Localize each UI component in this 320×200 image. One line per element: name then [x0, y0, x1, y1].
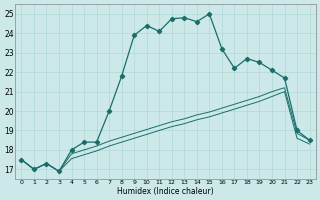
X-axis label: Humidex (Indice chaleur): Humidex (Indice chaleur)	[117, 187, 214, 196]
